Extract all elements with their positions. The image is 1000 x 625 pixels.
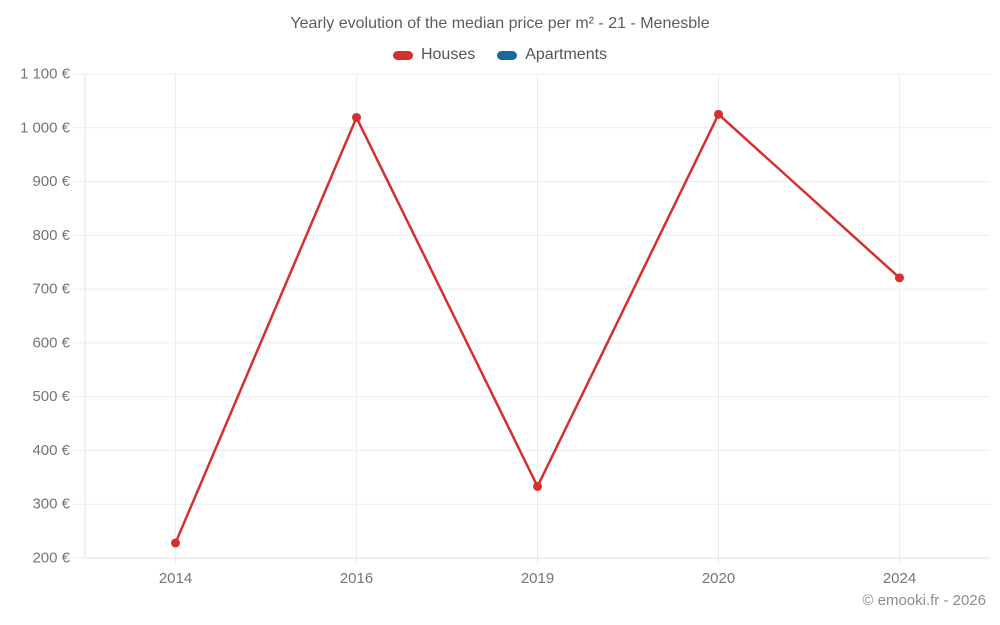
data-point-houses-2020[interactable] [714, 109, 723, 119]
legend-label: Houses [420, 46, 476, 63]
y-tick-label: 200 € [32, 550, 70, 567]
data-point-houses-2014[interactable] [171, 538, 180, 548]
legend-swatch-apartments [497, 50, 518, 60]
x-tick-label: 2019 [521, 570, 554, 587]
y-tick-label: 500 € [32, 388, 70, 405]
y-tick-label: 300 € [32, 496, 70, 513]
legend-swatch-houses [392, 50, 413, 60]
legend-item-houses[interactable]: Houses [392, 46, 476, 64]
data-point-houses-2024[interactable] [895, 273, 904, 283]
y-tick-label: 1 100 € [20, 66, 71, 83]
y-tick-label: 600 € [32, 334, 70, 351]
legend-item-apartments[interactable]: Apartments [497, 46, 607, 64]
x-tick-label: 2014 [159, 570, 192, 587]
y-tick-label: 1 000 € [20, 119, 71, 136]
x-tick-label: 2020 [702, 570, 735, 587]
legend-label: Apartments [525, 46, 608, 63]
y-tick-label: 700 € [32, 281, 70, 298]
copyright-footer: © emooki.fr - 2026 [862, 592, 986, 609]
x-tick-label: 2016 [340, 570, 373, 587]
chart-title: Yearly evolution of the median price per… [290, 15, 710, 32]
y-tick-label: 400 € [32, 442, 70, 459]
x-tick-label: 2024 [883, 570, 916, 587]
data-point-houses-2019[interactable] [533, 481, 542, 491]
data-point-houses-2016[interactable] [352, 113, 361, 123]
y-tick-label: 800 € [32, 227, 70, 244]
y-tick-label: 900 € [32, 173, 70, 190]
chart-legend: Houses Apartments [0, 46, 1000, 64]
